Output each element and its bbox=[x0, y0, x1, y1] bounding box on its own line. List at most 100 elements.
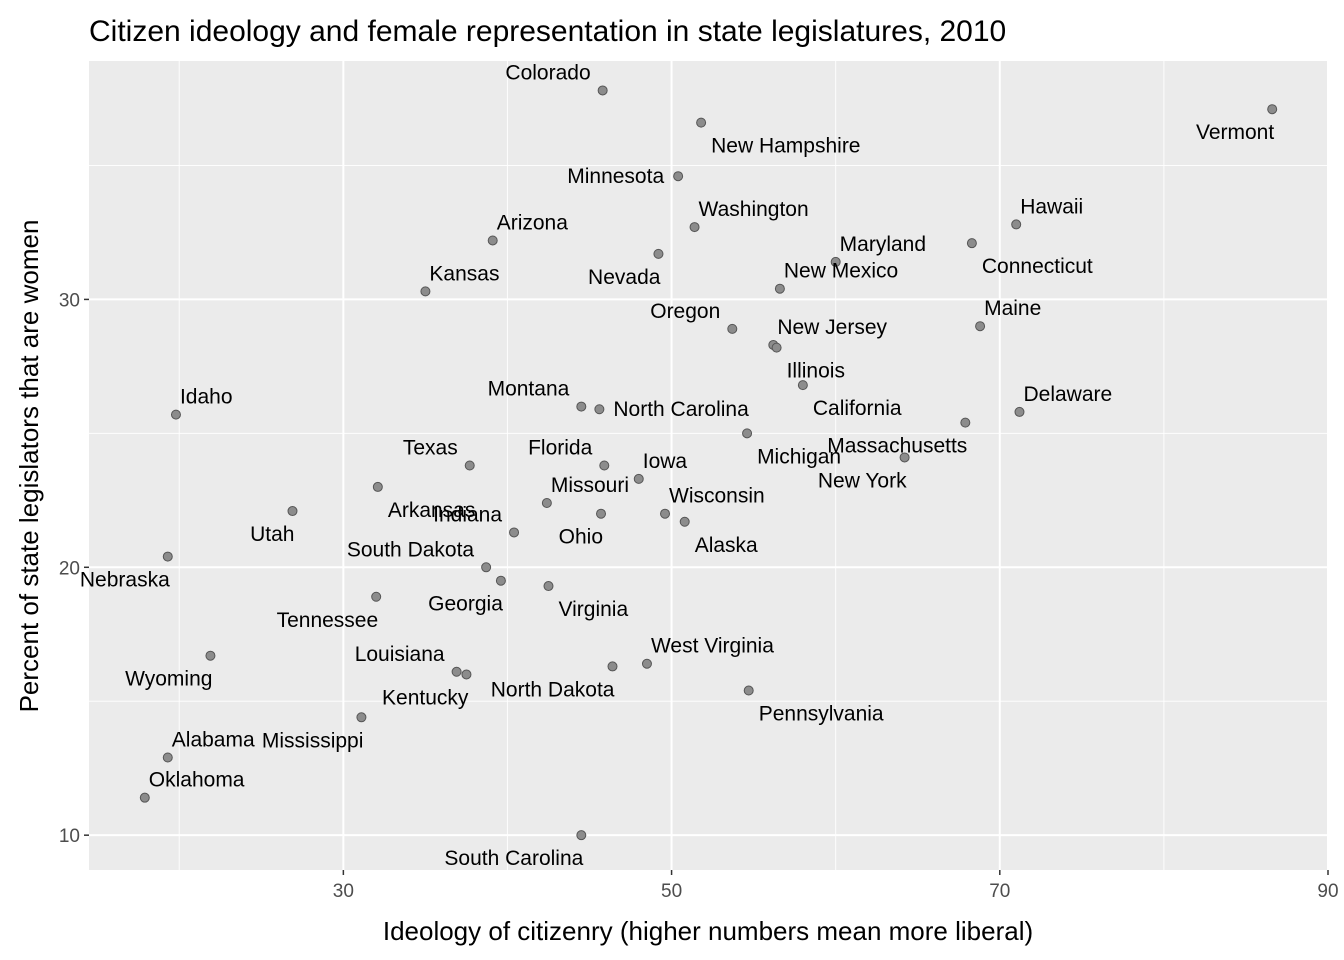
data-point bbox=[464, 460, 475, 471]
x-tick-label: 50 bbox=[661, 881, 682, 902]
minor-gridlines bbox=[89, 61, 1328, 870]
point-label: Tennessee bbox=[277, 609, 379, 632]
point-label: Maryland bbox=[840, 233, 926, 256]
point-label: Florida bbox=[528, 437, 593, 460]
point-label: Kentucky bbox=[382, 686, 469, 709]
data-point bbox=[594, 404, 605, 415]
point-label: Iowa bbox=[643, 450, 688, 473]
point-label: Delaware bbox=[1023, 383, 1112, 406]
data-points bbox=[139, 85, 1278, 841]
data-point bbox=[975, 321, 986, 332]
data-point bbox=[162, 752, 173, 763]
point-label: Texas bbox=[403, 437, 458, 460]
point-label: Wisconsin bbox=[669, 485, 765, 508]
point-label: Idaho bbox=[180, 386, 233, 409]
x-tick-label: 90 bbox=[1317, 881, 1338, 902]
x-tick-label: 30 bbox=[333, 881, 354, 902]
data-point bbox=[743, 685, 754, 696]
data-point bbox=[541, 498, 552, 509]
data-point bbox=[1267, 104, 1278, 115]
data-point bbox=[205, 650, 216, 661]
y-tick-label: 10 bbox=[59, 826, 80, 847]
data-point bbox=[607, 661, 618, 672]
point-label: South Dakota bbox=[347, 538, 475, 561]
y-axis-title: Percent of state legislators that are wo… bbox=[14, 220, 44, 713]
data-point bbox=[696, 117, 707, 128]
data-point bbox=[162, 551, 173, 562]
data-point bbox=[1011, 219, 1022, 230]
point-label: Nebraska bbox=[80, 569, 170, 592]
point-label: Ohio bbox=[559, 526, 603, 549]
point-label: Georgia bbox=[428, 593, 503, 616]
data-point bbox=[170, 409, 181, 420]
y-tick-label: 30 bbox=[59, 290, 80, 311]
data-point bbox=[960, 417, 971, 428]
point-label: North Dakota bbox=[491, 678, 615, 701]
data-point bbox=[509, 527, 520, 538]
point-labels: Colorado Vermont New Hampshire Minnesota Was… bbox=[80, 61, 1274, 870]
point-label: Nevada bbox=[588, 266, 661, 289]
x-axis: 30 50 70 90 bbox=[333, 870, 1339, 902]
point-label: Alaska bbox=[695, 534, 758, 557]
point-label: North Carolina bbox=[613, 398, 749, 421]
point-label: West Virginia bbox=[651, 635, 774, 658]
point-label: Hawaii bbox=[1020, 195, 1083, 218]
chart-title: Citizen ideology and female representati… bbox=[89, 15, 1006, 48]
point-label: California bbox=[813, 397, 902, 420]
point-label: Connecticut bbox=[982, 255, 1093, 278]
data-point bbox=[689, 222, 700, 233]
point-label: Alabama bbox=[172, 728, 255, 751]
data-point bbox=[372, 481, 383, 492]
point-label: Maine bbox=[984, 297, 1041, 320]
data-point bbox=[287, 506, 298, 517]
data-point bbox=[771, 342, 782, 353]
point-label: Vermont bbox=[1196, 121, 1274, 144]
data-point bbox=[742, 428, 753, 439]
point-label: Oklahoma bbox=[149, 769, 245, 792]
point-label: New York bbox=[818, 469, 907, 492]
x-axis-title: Ideology of citizenry (higher numbers me… bbox=[383, 916, 1033, 946]
data-point bbox=[596, 508, 607, 519]
data-point bbox=[830, 256, 841, 267]
point-label: Colorado bbox=[505, 61, 590, 84]
data-point bbox=[461, 669, 472, 680]
point-label: Kansas bbox=[429, 262, 499, 285]
data-point bbox=[451, 666, 462, 677]
data-point bbox=[356, 712, 367, 723]
y-tick-label: 20 bbox=[59, 558, 80, 579]
point-label: New Mexico bbox=[784, 260, 898, 283]
data-point bbox=[641, 658, 652, 669]
point-label: Michigan bbox=[757, 445, 841, 468]
data-point bbox=[576, 830, 587, 841]
point-label: Massachusetts bbox=[827, 435, 967, 458]
data-point bbox=[481, 562, 492, 573]
data-point bbox=[797, 380, 808, 391]
point-label: Wyoming bbox=[125, 668, 212, 691]
data-point bbox=[371, 591, 382, 602]
data-point bbox=[495, 575, 506, 586]
point-label: Louisiana bbox=[355, 643, 445, 666]
plot-panel bbox=[89, 61, 1328, 870]
point-label: Utah bbox=[250, 523, 294, 546]
point-label: Illinois bbox=[787, 360, 845, 383]
data-point bbox=[633, 473, 644, 484]
data-point bbox=[1014, 406, 1025, 417]
point-label: Arkansas bbox=[388, 499, 476, 522]
data-point bbox=[420, 286, 431, 297]
point-label: Indiana bbox=[433, 503, 502, 526]
data-point bbox=[774, 283, 785, 294]
data-point bbox=[653, 248, 664, 259]
data-point bbox=[899, 452, 910, 463]
major-gridlines bbox=[89, 61, 1329, 870]
data-point bbox=[597, 85, 608, 96]
x-tick-label: 70 bbox=[989, 881, 1010, 902]
point-label: Arizona bbox=[497, 211, 569, 234]
point-label: Mississippi bbox=[262, 729, 364, 752]
data-point bbox=[487, 235, 498, 246]
data-point bbox=[576, 401, 587, 412]
data-point bbox=[673, 171, 684, 182]
data-point bbox=[543, 581, 554, 592]
point-label: Virginia bbox=[558, 598, 628, 621]
point-label: New Hampshire bbox=[711, 135, 860, 158]
